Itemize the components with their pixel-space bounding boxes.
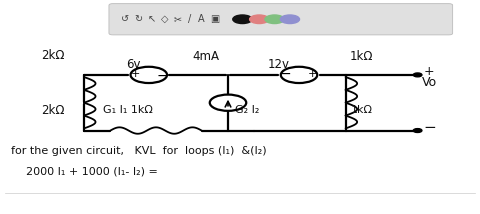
Text: +: + (131, 69, 140, 79)
Text: Vo: Vo (422, 76, 438, 89)
Text: +: + (424, 65, 434, 77)
Text: ✂: ✂ (174, 14, 182, 24)
Text: 12v: 12v (268, 58, 290, 71)
Text: for the given circuit,   KVL  for  loops (I₁)  &(I₂): for the given circuit, KVL for loops (I₁… (11, 146, 266, 156)
Circle shape (250, 15, 269, 24)
FancyBboxPatch shape (109, 4, 453, 35)
Text: ↻: ↻ (134, 14, 142, 24)
Text: +: + (308, 69, 317, 79)
Text: ↖: ↖ (148, 14, 156, 24)
Text: 6v: 6v (126, 58, 141, 71)
Text: 1kΩ: 1kΩ (350, 105, 372, 114)
Text: 4mA: 4mA (192, 50, 219, 63)
Text: 2000 I₁ + 1000 (I₁- I₂) =: 2000 I₁ + 1000 (I₁- I₂) = (26, 166, 158, 176)
Circle shape (265, 15, 284, 24)
Text: A: A (198, 14, 205, 24)
Text: 1kΩ: 1kΩ (349, 50, 373, 63)
Text: 2kΩ: 2kΩ (41, 104, 64, 117)
Text: −: − (424, 120, 437, 135)
Circle shape (413, 129, 422, 132)
Text: ▣: ▣ (210, 14, 220, 24)
Text: 2kΩ: 2kΩ (41, 49, 64, 62)
Text: ↺: ↺ (121, 14, 129, 24)
Circle shape (233, 15, 252, 24)
Text: ◇: ◇ (161, 14, 168, 24)
Text: −: − (156, 69, 168, 83)
Text: G₁ I₁ 1kΩ: G₁ I₁ 1kΩ (103, 105, 153, 114)
Text: −: − (280, 67, 291, 81)
Text: G₂ I₂: G₂ I₂ (235, 105, 260, 114)
Text: /: / (188, 14, 191, 24)
Circle shape (280, 15, 300, 24)
Circle shape (413, 73, 422, 77)
